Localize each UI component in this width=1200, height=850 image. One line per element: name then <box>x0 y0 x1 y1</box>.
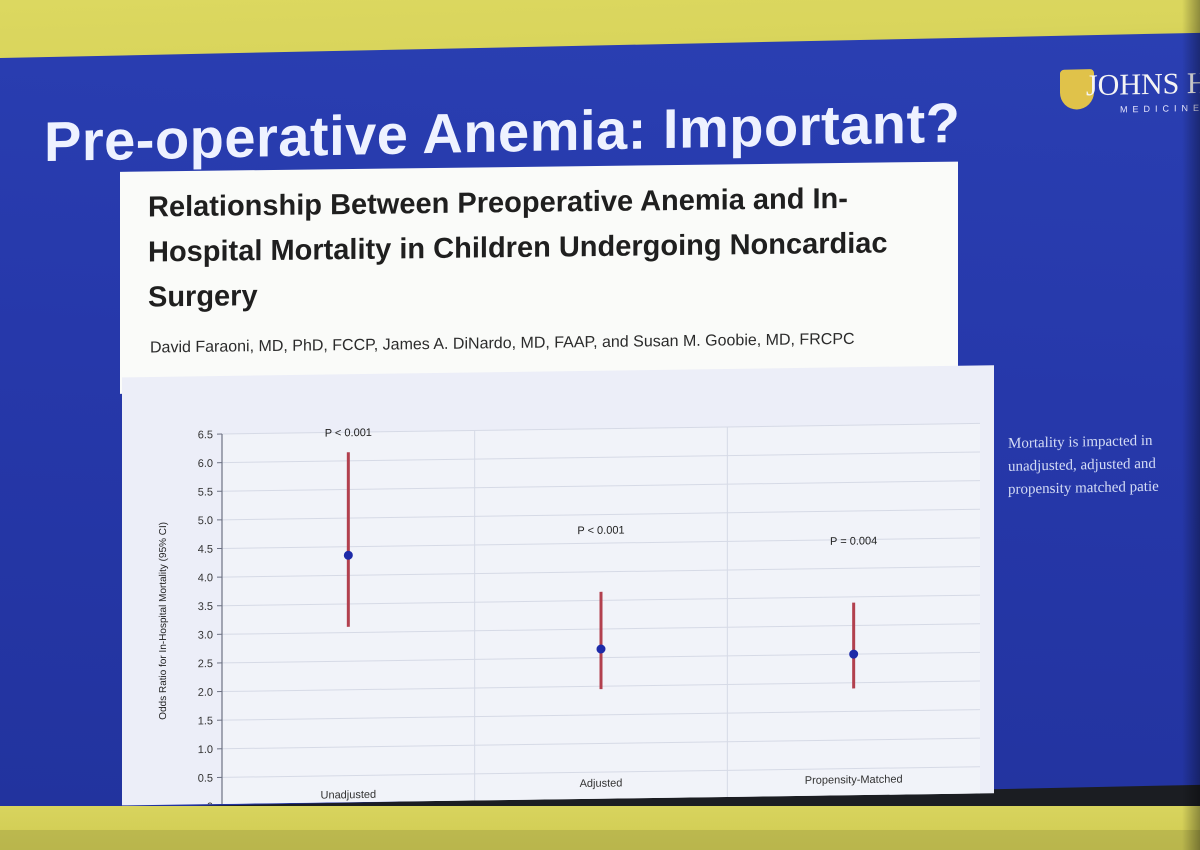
y-tick-label: 6.0 <box>198 458 213 470</box>
y-axis-label: Odds Ratio for In-Hospital Mortality (95… <box>158 522 169 720</box>
y-tick-label: 2.5 <box>198 658 213 670</box>
slide-title: Pre-operative Anemia: Important? <box>44 90 961 174</box>
y-tick-label: 1.0 <box>198 744 213 756</box>
x-category-label: Adjusted <box>580 777 623 790</box>
odds-ratio-point <box>849 649 859 659</box>
p-value-label: P < 0.001 <box>325 427 372 440</box>
y-tick-label: 2.0 <box>198 687 213 699</box>
y-gridline <box>222 766 980 778</box>
odds-ratio-point <box>343 550 353 560</box>
y-gridline <box>222 709 980 721</box>
y-tick-label: 5.5 <box>198 486 213 498</box>
y-gridline <box>222 737 980 750</box>
screen-frame-edge <box>1182 0 1200 850</box>
odds-ratio-chart: 0 0.5 1.0 1.5 2.0 2.5 3.0 3.5 4.0 4.5 5.0 5.5 6.0 6.5… <box>158 422 980 813</box>
paper-header: Relationship Between Preoperative Anemia… <box>120 161 958 394</box>
y-tick-label: 3.5 <box>198 601 213 613</box>
y-tick-label: 5.0 <box>198 515 213 527</box>
slide: Pre-operative Anemia: Important? JOHNS H… <box>0 32 1200 846</box>
y-tick-label: 3.0 <box>198 629 213 641</box>
y-gridline <box>222 422 980 435</box>
y-tick-label: 0 <box>207 801 213 805</box>
johns-hopkins-logo: JOHNS HOPKINS MEDICINE <box>1060 63 1200 136</box>
paper-authors: David Faraoni, MD, PhD, FCCP, James A. D… <box>150 330 855 357</box>
chart-panel: 0 0.5 1.0 1.5 2.0 2.5 3.0 3.5 4.0 4.5 5.0 5.5 6.0 6.5… <box>122 365 994 813</box>
y-tick-label: 1.5 <box>198 715 213 727</box>
y-tick-label: 4.5 <box>198 544 213 556</box>
side-note: Mortality is impacted in unadjusted, adj… <box>1008 432 1159 498</box>
x-category-label: Unadjusted <box>321 789 377 802</box>
p-value-label: P < 0.001 <box>577 524 624 537</box>
y-tick-label: 4.0 <box>198 572 213 584</box>
p-value-label: P = 0.004 <box>830 535 877 548</box>
y-tick-label: 6.5 <box>198 429 213 441</box>
odds-ratio-point <box>596 644 606 654</box>
screen-frame-shade <box>0 830 1200 850</box>
x-category-label: Propensity-Matched <box>805 773 903 786</box>
y-tick-label: 0.5 <box>198 773 213 785</box>
paper-title: Relationship Between Preoperative Anemia… <box>148 182 888 314</box>
